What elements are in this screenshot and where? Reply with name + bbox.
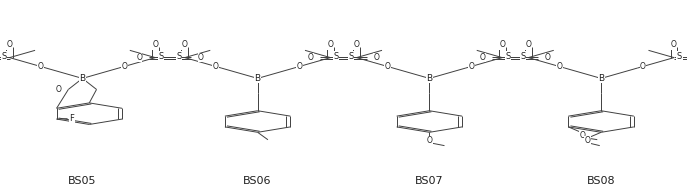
Text: O: O (427, 136, 432, 145)
Text: BS05: BS05 (68, 176, 97, 186)
Text: O: O (136, 53, 142, 62)
Text: BS08: BS08 (587, 176, 616, 186)
Text: S: S (677, 52, 682, 61)
Text: O: O (328, 40, 333, 49)
Text: O: O (182, 40, 188, 49)
Text: O: O (526, 40, 531, 49)
Text: B: B (80, 74, 85, 83)
Text: S: S (1, 52, 7, 61)
Text: BS06: BS06 (243, 176, 272, 186)
Text: O: O (469, 62, 474, 71)
Text: S: S (177, 52, 182, 61)
Text: BS07: BS07 (415, 176, 444, 186)
Text: S: S (348, 52, 354, 61)
Text: O: O (585, 136, 590, 145)
Text: O: O (385, 62, 390, 71)
Text: O: O (499, 40, 505, 49)
Text: S: S (520, 52, 526, 61)
Text: O: O (671, 40, 677, 49)
Text: O: O (297, 62, 302, 71)
Text: S: S (333, 52, 339, 61)
Text: O: O (7, 40, 12, 49)
Text: O: O (198, 53, 204, 62)
Text: O: O (354, 40, 359, 49)
Text: O: O (556, 62, 562, 71)
Text: O: O (480, 53, 486, 62)
Text: O: O (640, 62, 646, 71)
Text: O: O (579, 131, 585, 140)
Text: O: O (38, 62, 43, 71)
Text: O: O (153, 40, 158, 49)
Text: F: F (69, 114, 74, 123)
Text: B: B (598, 74, 604, 83)
Text: O: O (56, 85, 62, 94)
Text: O: O (308, 53, 314, 62)
Text: S: S (158, 52, 164, 61)
Text: O: O (213, 62, 218, 71)
Text: B: B (427, 74, 432, 83)
Text: O: O (545, 53, 551, 62)
Text: B: B (255, 74, 260, 83)
Text: O: O (122, 62, 127, 71)
Text: O: O (373, 53, 379, 62)
Text: S: S (505, 52, 510, 61)
